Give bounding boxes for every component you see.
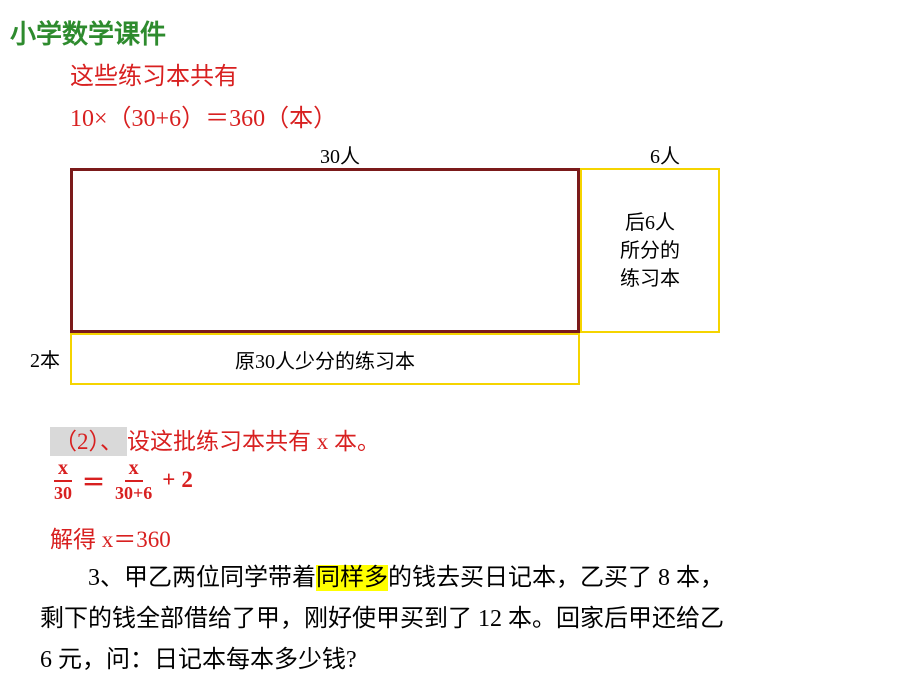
part2-number-highlight: （2）、 (50, 427, 127, 456)
label-6-people: 6人 (650, 140, 680, 169)
intro-line-2: 10×（30+6）＝360（本） (70, 98, 337, 133)
area-diagram: 30人 6人 2本 后6人 所分的 练习本 原30人少分的练习本 (30, 140, 770, 400)
p3-line1: 3、甲乙两位同学带着同样多的钱去买日记本，乙买了 8 本， (40, 558, 880, 599)
main-rectangle (70, 168, 580, 333)
frac1-denominator: 30 (50, 482, 76, 502)
frac2-numerator: x (125, 458, 143, 482)
plus-sign: + (162, 467, 175, 493)
bottom-box-text: 原30人少分的练习本 (235, 345, 415, 374)
equation-row: x 30 ＝ x 30+6 + 2 (50, 458, 193, 502)
frac1-numerator: x (54, 458, 72, 482)
label-30-people: 30人 (320, 140, 360, 169)
p3-a: 3、甲乙两位同学带着 (88, 565, 316, 591)
problem-3: 3、甲乙两位同学带着同样多的钱去买日记本，乙买了 8 本， 剩下的钱全部借给了甲… (40, 558, 880, 680)
p3-highlight: 同样多 (316, 565, 388, 591)
intro-line-1: 这些练习本共有 (70, 56, 238, 91)
solve-line: 解得 x＝360 (50, 520, 171, 554)
constant-2: 2 (181, 467, 193, 493)
frac2-denominator: 30+6 (111, 482, 156, 502)
right-box-text: 后6人 所分的 练习本 (620, 209, 680, 293)
p3-b: 的钱去买日记本，乙买了 8 本， (388, 565, 724, 591)
p3-line3: 6 元，问：日记本每本多少钱? (40, 647, 357, 673)
fraction-2: x 30+6 (111, 458, 156, 502)
equals-sign: ＝ (82, 463, 105, 497)
label-2-books: 2本 (30, 344, 60, 373)
p3-line2: 剩下的钱全部借给了甲，刚好使甲买到了 12 本。回家后甲还给乙 (40, 606, 724, 632)
bottom-rectangle: 原30人少分的练习本 (70, 333, 580, 385)
right-rectangle: 后6人 所分的 练习本 (580, 168, 720, 333)
part2-heading: （2）、设这批练习本共有 x 本。 (50, 422, 380, 456)
watermark-text: 小学数学课件 (10, 14, 166, 51)
part2-text: 设这批练习本共有 x 本。 (127, 429, 380, 454)
fraction-1: x 30 (50, 458, 76, 502)
